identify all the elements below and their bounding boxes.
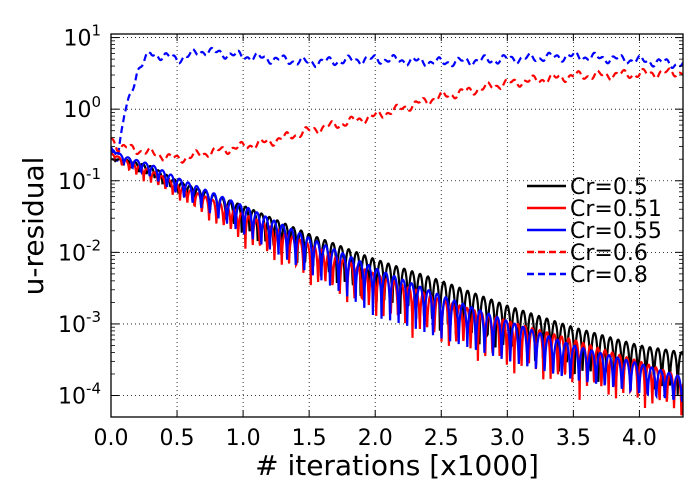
x-tick-label: 4.0 — [622, 426, 657, 451]
series-line-Cr=0.6 — [111, 67, 683, 164]
legend-label: Cr=0.6 — [570, 241, 648, 266]
y-tick-label: 10-4 — [58, 380, 101, 410]
y-tick-exponent: 0 — [91, 93, 101, 111]
y-tick-base: 10 — [58, 385, 86, 410]
x-tick-label: 1.5 — [292, 426, 327, 451]
series-line-Cr=0.55 — [111, 147, 683, 402]
x-tick-label: 2.0 — [358, 426, 393, 451]
y-tick-label: 10-2 — [58, 236, 101, 266]
x-axis-label: # iterations [x1000] — [255, 449, 539, 482]
ticks: 0.0 0.5 1.0 1.5 2.0 2.5 3.0 3.5 4.010110010-110-… — [58, 22, 683, 451]
legend-label: Cr=0.55 — [570, 219, 662, 244]
y-tick-label: 10-1 — [58, 165, 101, 195]
y-tick-exponent: -3 — [86, 308, 101, 326]
y-tick-exponent: -2 — [86, 236, 101, 254]
y-tick-exponent: 1 — [91, 22, 101, 40]
y-tick-base: 10 — [63, 27, 91, 52]
grid — [111, 34, 683, 417]
x-tick-label: 1.0 — [226, 426, 261, 451]
legend-label: Cr=0.5 — [570, 175, 648, 200]
legend-label: Cr=0.51 — [570, 197, 662, 222]
y-tick-base: 10 — [63, 98, 91, 123]
y-tick-exponent: -1 — [86, 165, 101, 183]
y-tick-label: 100 — [63, 93, 101, 123]
series-layer — [111, 46, 683, 416]
y-tick-label: 10-3 — [58, 308, 101, 338]
x-tick-label: 2.5 — [424, 426, 459, 451]
x-tick-label: 3.0 — [490, 426, 525, 451]
y-tick-base: 10 — [58, 170, 86, 195]
series-line-Cr=0.8 — [111, 46, 683, 162]
x-tick-label: 0.0 — [94, 426, 129, 451]
x-tick-label: 3.5 — [556, 426, 591, 451]
x-tick-label: 0.5 — [160, 426, 195, 451]
y-tick-base: 10 — [58, 241, 86, 266]
y-tick-base: 10 — [58, 313, 86, 338]
y-tick-exponent: -4 — [86, 380, 101, 398]
legend-label: Cr=0.8 — [570, 263, 648, 288]
y-axis-label: u-residual — [17, 157, 50, 296]
y-tick-label: 101 — [63, 22, 101, 52]
plot-frame — [110, 33, 684, 418]
